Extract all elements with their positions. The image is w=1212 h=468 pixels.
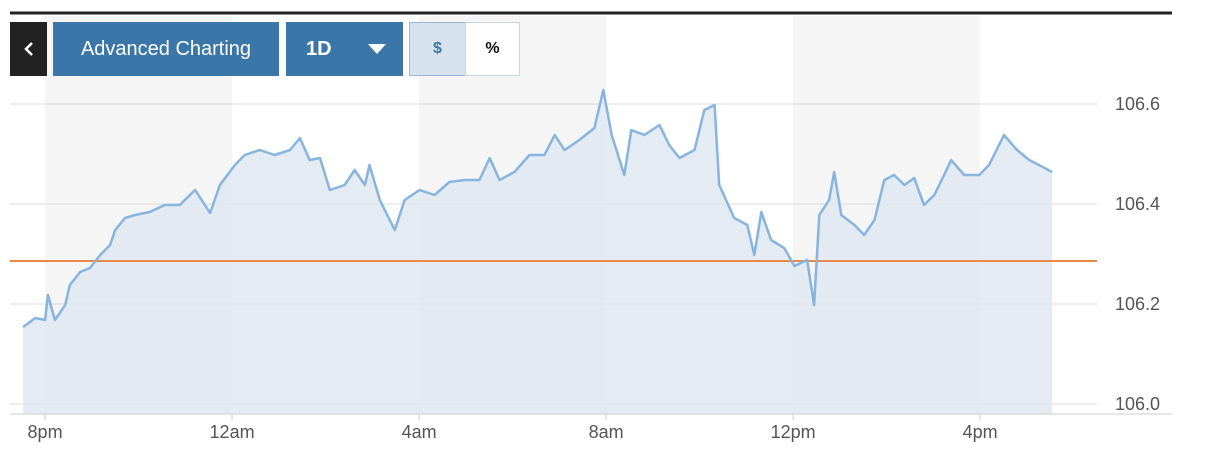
x-tick-label: 12pm — [771, 422, 816, 442]
x-tick-label: 4pm — [963, 422, 998, 442]
x-tick-label: 8am — [589, 422, 624, 442]
price-line — [22, 88, 1053, 329]
y-tick-label: 106.0 — [1115, 394, 1160, 414]
y-tick-label: 106.2 — [1115, 294, 1160, 314]
back-button[interactable] — [10, 22, 47, 76]
y-tick-label: 106.4 — [1115, 194, 1160, 214]
advanced-charting-button[interactable]: Advanced Charting — [53, 22, 279, 76]
dropdown-icon — [367, 44, 386, 54]
x-tick-label: 12am — [210, 422, 255, 442]
plot: 106.0 106.2 106.4 106.6 8pm 12am 4am 8am 12pm 4pm — [10, 88, 1172, 442]
x-tick-label: 8pm — [28, 422, 63, 442]
y-tick-label: 106.6 — [1115, 94, 1160, 114]
percent-button[interactable]: % — [465, 22, 520, 76]
back-icon — [23, 42, 33, 56]
x-tick-label: 4am — [402, 422, 437, 442]
range-label: 1D — [306, 37, 332, 60]
range-button[interactable]: 1D — [286, 22, 403, 76]
area — [23, 90, 1053, 414]
dollar-button[interactable]: $ — [409, 22, 466, 76]
